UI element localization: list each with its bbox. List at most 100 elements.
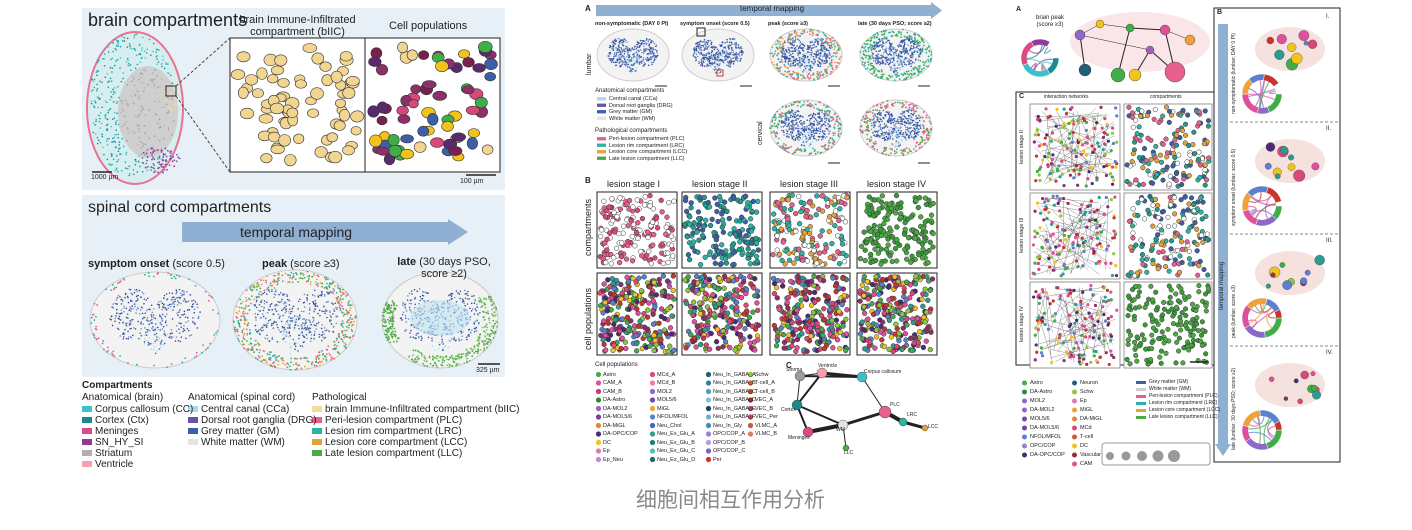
dot [128, 322, 131, 324]
dot [831, 36, 834, 39]
dot [293, 343, 296, 346]
dot [447, 346, 450, 348]
dot [177, 339, 180, 342]
dot [272, 322, 275, 325]
dot [613, 52, 616, 54]
dot [118, 141, 121, 143]
dot [277, 279, 280, 282]
dot [108, 138, 111, 140]
dot [716, 57, 719, 60]
dot [818, 56, 820, 59]
dot [138, 130, 140, 133]
dot [315, 358, 318, 361]
dot [286, 319, 289, 322]
dot [129, 64, 132, 66]
dot [297, 308, 299, 310]
dot [643, 61, 645, 64]
dot [328, 286, 331, 289]
dot [134, 289, 136, 291]
dot [324, 336, 327, 339]
dot [469, 331, 472, 334]
dot [112, 307, 115, 309]
cell [333, 120, 346, 131]
dot [255, 306, 258, 309]
dot [130, 69, 132, 71]
dot [721, 51, 724, 54]
cell [472, 63, 486, 73]
dot [127, 338, 130, 340]
dot [246, 324, 249, 327]
dot [353, 320, 355, 323]
dot [790, 63, 792, 65]
dot [182, 300, 185, 302]
dot [784, 59, 787, 61]
dot [799, 59, 801, 61]
dot [783, 63, 786, 66]
dot [880, 69, 883, 71]
cell [458, 49, 471, 59]
dot [925, 48, 928, 51]
dot [639, 61, 641, 64]
dot [314, 295, 316, 297]
dot [476, 303, 478, 305]
dot [282, 308, 284, 311]
dot [163, 332, 166, 335]
dot [294, 278, 297, 281]
dot [283, 293, 286, 296]
dot [654, 48, 657, 51]
dot [793, 44, 795, 47]
dot [798, 49, 800, 52]
dot [118, 281, 121, 284]
dot [143, 342, 146, 345]
dot [427, 336, 430, 339]
dot [262, 292, 264, 295]
dot [315, 365, 318, 367]
dot [311, 362, 313, 364]
dot [212, 309, 215, 311]
dot [906, 51, 908, 54]
dot [114, 317, 117, 320]
dot [643, 50, 645, 53]
dot [305, 318, 308, 321]
dot [324, 312, 326, 315]
dot [325, 353, 328, 356]
dot [633, 46, 636, 48]
dot [470, 329, 473, 331]
dot [811, 66, 814, 69]
dot [830, 70, 833, 73]
dot [267, 286, 270, 289]
dot [640, 62, 643, 65]
dot [156, 319, 159, 321]
dot [807, 76, 810, 79]
dot [708, 62, 711, 65]
dot [607, 55, 610, 57]
dot [174, 103, 177, 106]
dot [135, 54, 138, 57]
dot [308, 312, 311, 315]
dot [919, 53, 921, 55]
dot [817, 60, 819, 62]
dot [405, 321, 408, 323]
dot [317, 275, 320, 278]
dot [496, 325, 498, 328]
dot [194, 301, 197, 303]
dot [126, 104, 128, 107]
dot [130, 320, 132, 323]
dot [640, 60, 642, 63]
dot [126, 313, 129, 315]
dot [210, 295, 213, 298]
dot [142, 151, 145, 154]
dot [130, 95, 133, 97]
dot [897, 44, 899, 47]
dot [903, 63, 906, 65]
dot [181, 293, 184, 296]
dot [175, 292, 177, 295]
dot [832, 51, 835, 54]
dot [344, 329, 347, 332]
dot [186, 327, 189, 330]
dot [494, 313, 497, 316]
dot [702, 45, 705, 48]
dot [280, 300, 283, 303]
dot [325, 356, 327, 359]
dot [257, 283, 260, 286]
